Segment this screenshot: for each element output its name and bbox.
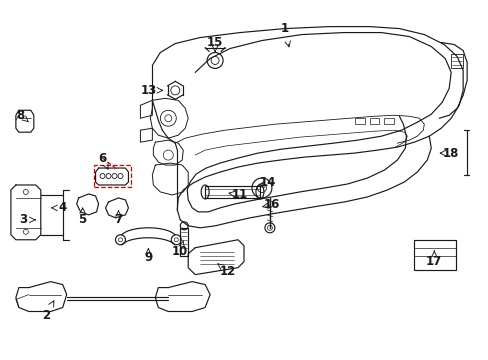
Text: 14: 14 — [259, 176, 276, 189]
Text: 13: 13 — [140, 84, 156, 97]
Text: 15: 15 — [206, 36, 223, 49]
Bar — [450, 54, 462, 68]
Text: 3: 3 — [19, 213, 27, 226]
Text: 6: 6 — [98, 152, 106, 165]
Text: 12: 12 — [220, 265, 236, 278]
Bar — [205, 186, 260, 198]
Bar — [413, 240, 455, 270]
Text: 17: 17 — [425, 255, 442, 268]
Text: 16: 16 — [263, 198, 280, 211]
Bar — [354, 118, 364, 124]
Bar — [384, 118, 394, 124]
Text: 18: 18 — [442, 147, 458, 159]
Text: 10: 10 — [172, 245, 188, 258]
Bar — [180, 228, 188, 256]
Bar — [369, 118, 379, 124]
Text: 11: 11 — [231, 188, 247, 202]
Text: 5: 5 — [79, 213, 86, 226]
Text: 7: 7 — [114, 213, 122, 226]
Bar — [93, 165, 131, 187]
Text: 4: 4 — [59, 201, 67, 215]
Text: 8: 8 — [17, 109, 25, 122]
Text: 2: 2 — [41, 309, 50, 322]
Text: 1: 1 — [280, 22, 288, 35]
Text: 9: 9 — [144, 251, 152, 264]
